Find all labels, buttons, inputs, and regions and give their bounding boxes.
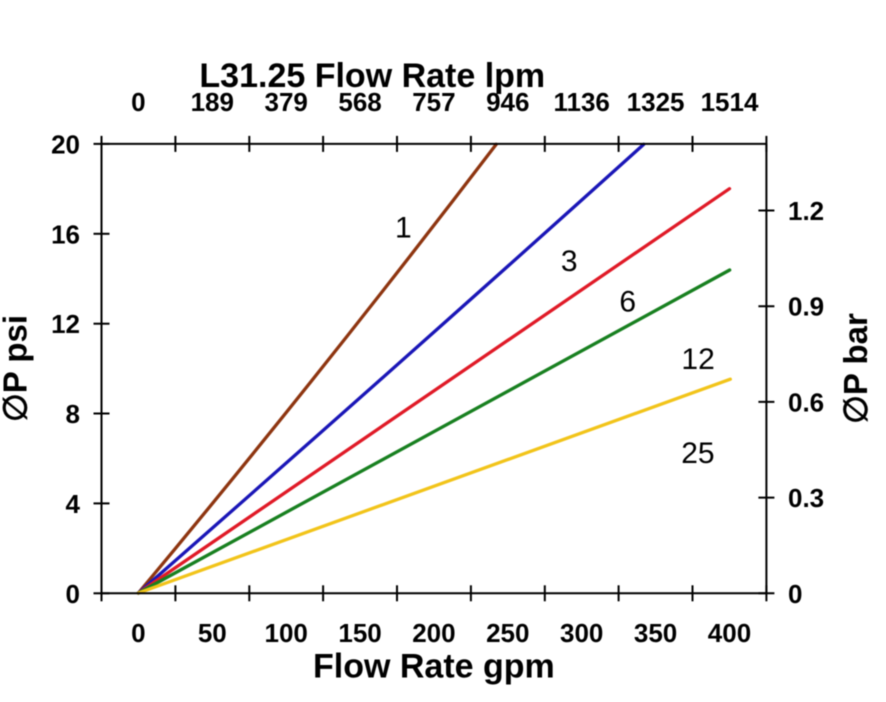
svg-text:16: 16 bbox=[51, 219, 80, 249]
svg-text:25: 25 bbox=[681, 437, 714, 470]
svg-text:4: 4 bbox=[66, 489, 81, 519]
svg-text:0: 0 bbox=[131, 618, 145, 648]
svg-text:0: 0 bbox=[131, 87, 145, 117]
svg-text:∅P psi: ∅P psi bbox=[0, 315, 34, 422]
svg-text:350: 350 bbox=[634, 618, 677, 648]
svg-text:200: 200 bbox=[412, 618, 455, 648]
svg-text:0.9: 0.9 bbox=[788, 292, 824, 322]
svg-text:20: 20 bbox=[51, 129, 80, 159]
svg-text:946: 946 bbox=[486, 87, 529, 117]
svg-text:0: 0 bbox=[66, 579, 80, 609]
svg-text:8: 8 bbox=[66, 399, 80, 429]
svg-text:379: 379 bbox=[265, 87, 308, 117]
svg-text:50: 50 bbox=[198, 618, 227, 648]
svg-text:Flow Rate gpm: Flow Rate gpm bbox=[313, 648, 555, 686]
svg-text:757: 757 bbox=[412, 87, 455, 117]
svg-text:100: 100 bbox=[265, 618, 308, 648]
svg-text:12: 12 bbox=[51, 309, 80, 339]
svg-text:1325: 1325 bbox=[627, 87, 685, 117]
svg-text:0.3: 0.3 bbox=[788, 483, 824, 513]
svg-text:568: 568 bbox=[338, 87, 381, 117]
svg-text:1: 1 bbox=[395, 212, 412, 245]
svg-text:1136: 1136 bbox=[553, 87, 609, 117]
svg-text:1514: 1514 bbox=[701, 87, 759, 117]
svg-text:300: 300 bbox=[560, 618, 603, 648]
svg-text:150: 150 bbox=[338, 618, 381, 648]
svg-text:L31.25 Flow Rate lpm: L31.25 Flow Rate lpm bbox=[199, 57, 545, 95]
svg-text:∅P bar: ∅P bar bbox=[837, 313, 874, 424]
svg-text:12: 12 bbox=[681, 343, 714, 376]
svg-text:0: 0 bbox=[788, 579, 802, 609]
svg-text:189: 189 bbox=[191, 87, 234, 117]
svg-text:3: 3 bbox=[561, 245, 578, 278]
svg-text:6: 6 bbox=[619, 286, 636, 319]
svg-text:0.6: 0.6 bbox=[788, 387, 824, 417]
svg-text:250: 250 bbox=[486, 618, 529, 648]
svg-text:1.2: 1.2 bbox=[788, 196, 824, 226]
svg-text:400: 400 bbox=[708, 618, 751, 648]
